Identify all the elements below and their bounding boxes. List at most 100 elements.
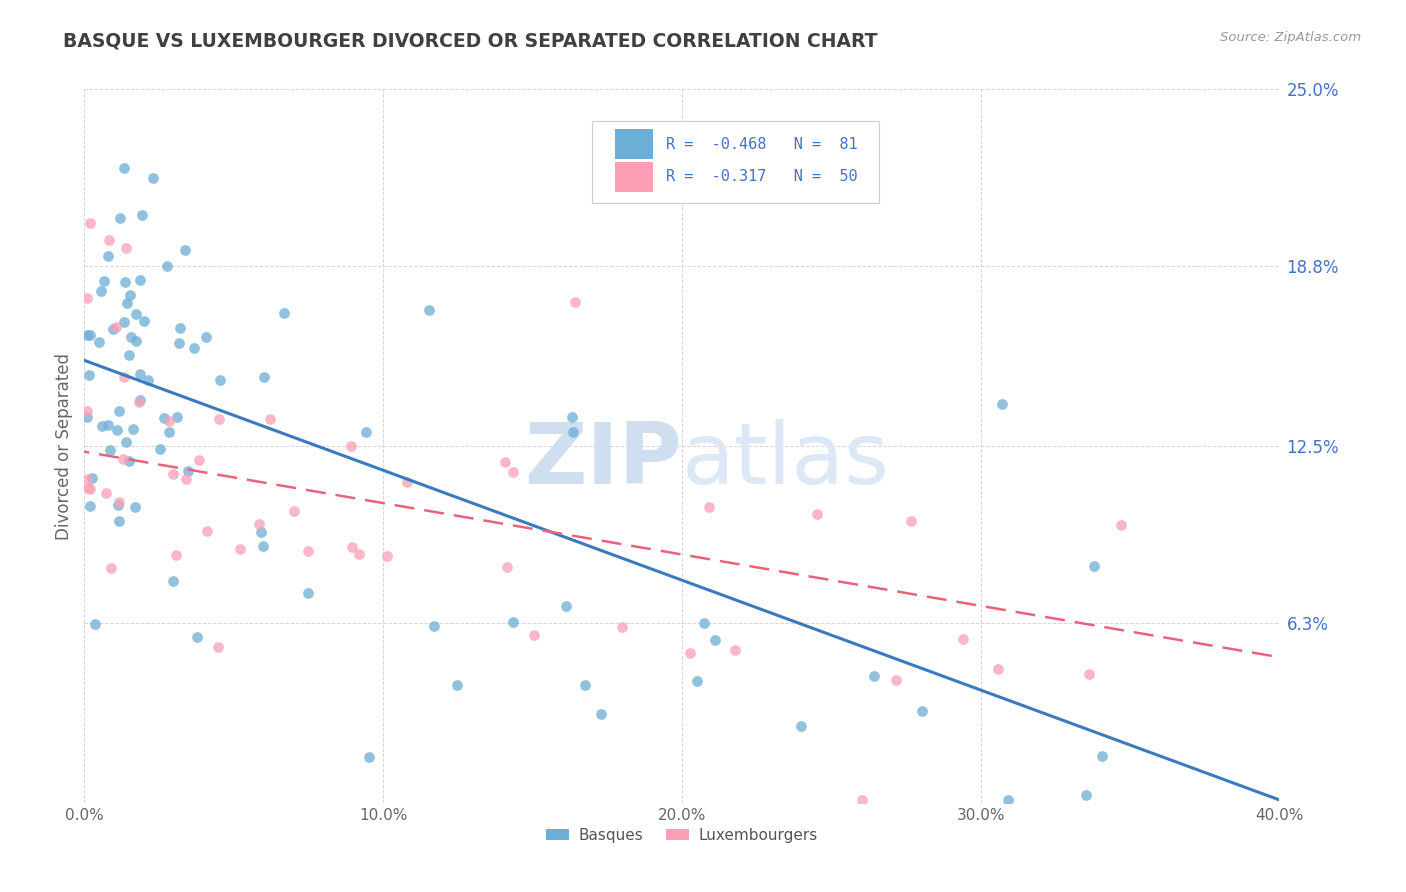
- Point: [97, 233, 120, 247]
- Point: [174, 244, 197, 258]
- Point: [354, 425, 377, 439]
- Point: [96, 486, 118, 500]
- Point: [93, 274, 115, 288]
- Point: [297, 586, 319, 600]
- Point: [101, 322, 124, 336]
- Point: [79, 327, 101, 342]
- Point: [115, 241, 138, 255]
- Point: [589, 707, 612, 722]
- Point: [76, 291, 98, 305]
- Point: [247, 516, 270, 531]
- Point: [195, 330, 218, 344]
- Point: [108, 494, 131, 508]
- Point: [128, 367, 150, 381]
- Point: [1083, 558, 1105, 573]
- Point: [991, 396, 1014, 410]
- Point: [806, 507, 828, 521]
- Point: [128, 395, 150, 409]
- Point: [259, 412, 281, 426]
- Point: [112, 370, 135, 384]
- Point: [724, 643, 747, 657]
- Point: [1091, 749, 1114, 764]
- Point: [76, 409, 98, 424]
- Point: [297, 543, 319, 558]
- Point: [273, 306, 295, 320]
- Point: [108, 404, 131, 418]
- Point: [108, 211, 131, 225]
- Point: [252, 539, 274, 553]
- Point: [121, 421, 143, 435]
- Point: [79, 216, 101, 230]
- Point: [169, 320, 191, 334]
- Point: [111, 451, 134, 466]
- Point: [697, 500, 720, 515]
- Point: [112, 315, 135, 329]
- Point: [1074, 788, 1097, 802]
- Point: [89, 334, 111, 349]
- Text: R =  -0.468   N =  81: R = -0.468 N = 81: [666, 136, 858, 152]
- Point: [561, 409, 583, 424]
- Point: [115, 435, 138, 450]
- Point: [105, 320, 128, 334]
- Point: [98, 442, 121, 457]
- Point: [142, 170, 165, 185]
- Point: [342, 540, 364, 554]
- Point: [162, 574, 184, 588]
- Point: [91, 419, 114, 434]
- Point: [107, 498, 129, 512]
- Point: [153, 411, 176, 425]
- Point: [105, 423, 128, 437]
- Point: [97, 249, 120, 263]
- Point: [79, 499, 101, 513]
- Point: [177, 464, 200, 478]
- Point: [79, 483, 101, 497]
- Point: [125, 334, 148, 348]
- Point: [987, 661, 1010, 675]
- Point: [186, 630, 208, 644]
- Point: [157, 425, 180, 440]
- Point: [347, 547, 370, 561]
- Point: [84, 617, 107, 632]
- Point: [790, 718, 813, 732]
- Point: [494, 454, 516, 468]
- Point: [188, 453, 211, 467]
- FancyBboxPatch shape: [614, 162, 654, 192]
- Point: [124, 500, 146, 514]
- Point: [97, 418, 120, 433]
- Point: [157, 414, 180, 428]
- Point: [359, 750, 381, 764]
- Point: [132, 314, 155, 328]
- Text: Source: ZipAtlas.com: Source: ZipAtlas.com: [1220, 31, 1361, 45]
- Point: [496, 560, 519, 574]
- Point: [612, 619, 634, 633]
- Point: [76, 404, 98, 418]
- Point: [253, 370, 276, 384]
- Point: [76, 328, 98, 343]
- Point: [100, 561, 122, 575]
- Point: [128, 393, 150, 408]
- Point: [131, 209, 153, 223]
- Y-axis label: Divorced or Separated: Divorced or Separated: [55, 352, 73, 540]
- FancyBboxPatch shape: [614, 129, 654, 159]
- Point: [564, 294, 586, 309]
- Point: [554, 599, 576, 613]
- Point: [136, 373, 159, 387]
- Point: [502, 615, 524, 629]
- Legend: Basques, Luxembourgers: Basques, Luxembourgers: [540, 822, 824, 848]
- Point: [686, 673, 709, 688]
- Point: [114, 275, 136, 289]
- Text: BASQUE VS LUXEMBOURGER DIVORCED OR SEPARATED CORRELATION CHART: BASQUE VS LUXEMBOURGER DIVORCED OR SEPAR…: [63, 31, 877, 50]
- Point: [418, 303, 440, 318]
- Text: atlas: atlas: [682, 418, 890, 502]
- Point: [375, 549, 398, 563]
- Point: [120, 288, 142, 302]
- Point: [574, 678, 596, 692]
- Point: [125, 307, 148, 321]
- Point: [148, 442, 170, 457]
- Point: [183, 342, 205, 356]
- Point: [166, 410, 188, 425]
- Point: [423, 619, 446, 633]
- Point: [229, 542, 252, 557]
- Text: ZIP: ZIP: [524, 418, 682, 502]
- Point: [208, 412, 231, 426]
